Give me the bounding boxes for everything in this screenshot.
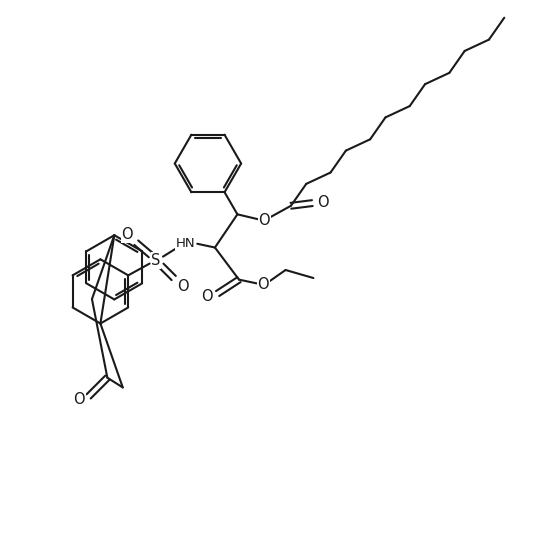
Text: O: O bbox=[122, 227, 133, 242]
Text: O: O bbox=[73, 392, 85, 407]
Text: O: O bbox=[177, 279, 189, 294]
Text: O: O bbox=[317, 194, 328, 210]
Text: O: O bbox=[257, 278, 269, 293]
Text: O: O bbox=[202, 289, 213, 304]
Text: S: S bbox=[151, 253, 161, 268]
Text: HN: HN bbox=[176, 237, 195, 249]
Text: O: O bbox=[258, 213, 270, 228]
